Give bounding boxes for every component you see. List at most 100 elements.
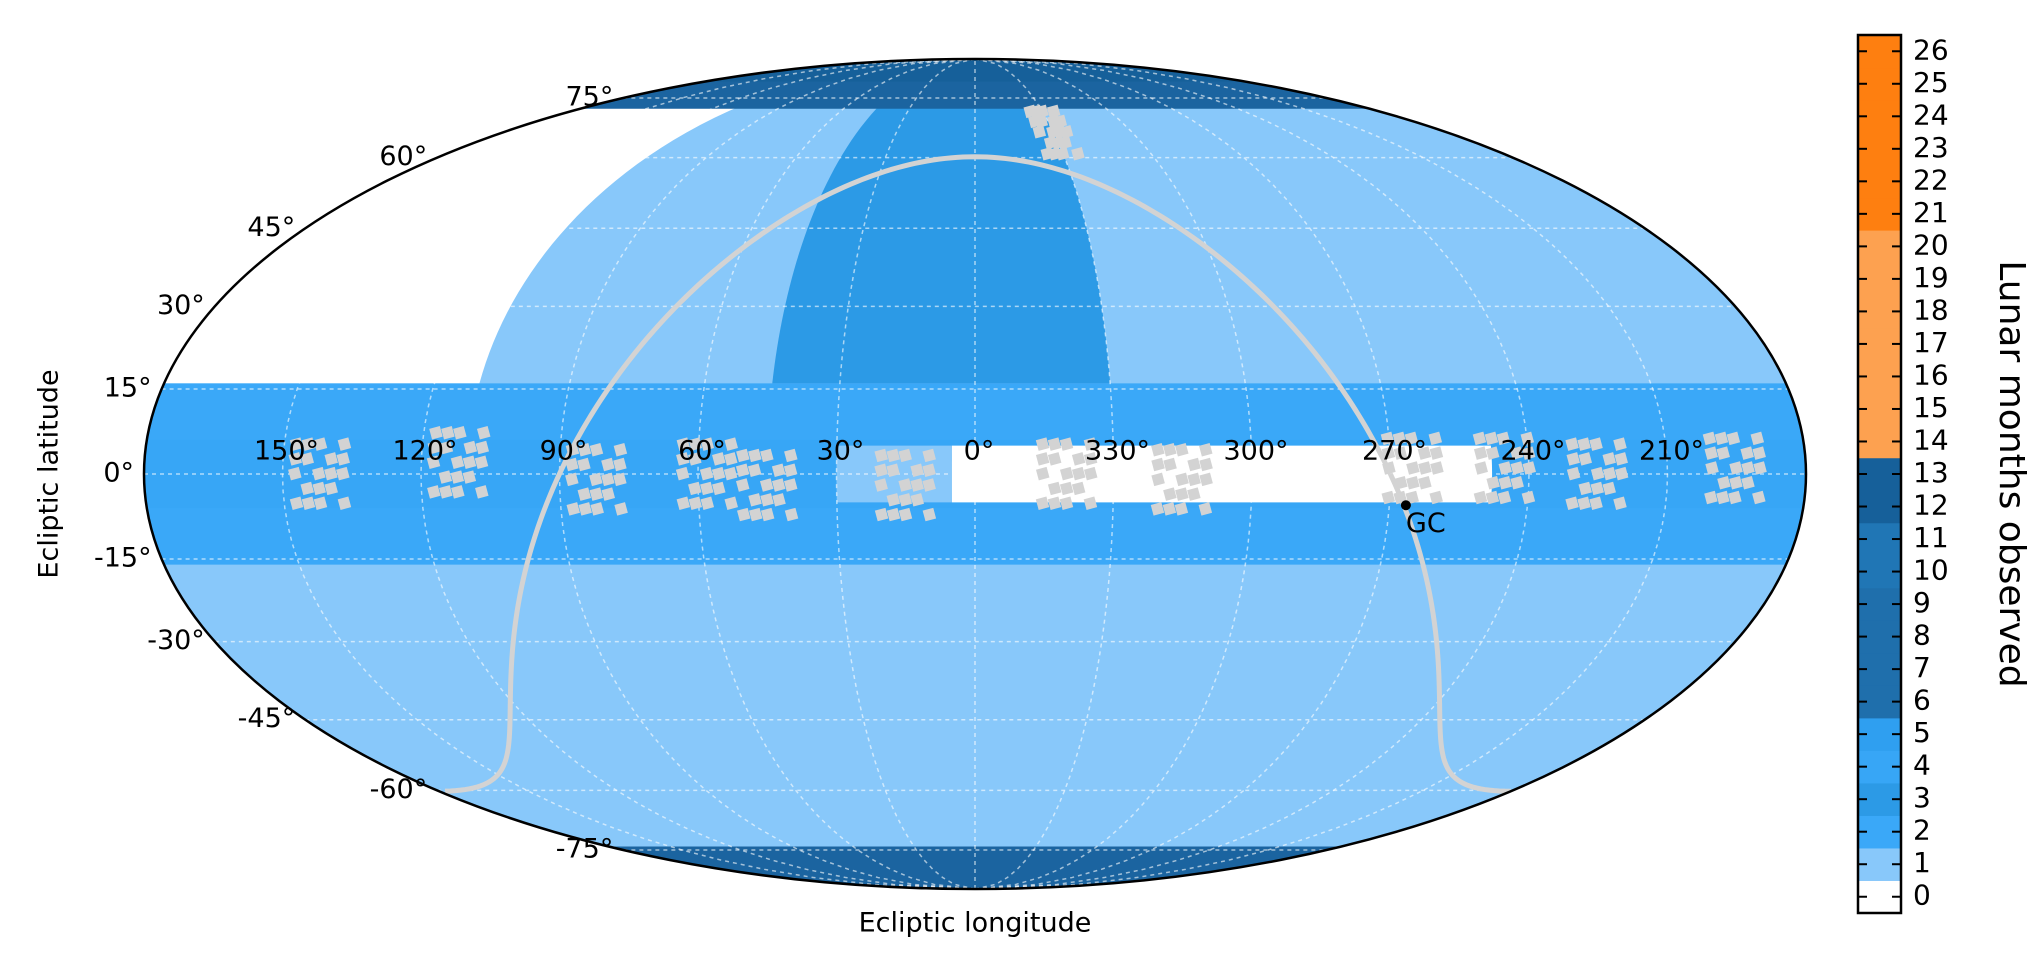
survey-field <box>288 452 302 466</box>
survey-field <box>1704 446 1718 460</box>
survey-field <box>1199 472 1213 487</box>
survey-field <box>1578 481 1592 496</box>
survey-field <box>300 481 314 496</box>
x-tick-label: 120° <box>392 436 457 467</box>
survey-field <box>1704 490 1718 505</box>
survey-field <box>565 457 579 472</box>
sky-map <box>144 59 1806 889</box>
survey-field <box>1566 466 1581 481</box>
survey-field <box>898 507 913 522</box>
survey-field <box>688 452 702 466</box>
y-tick-label: -15° <box>94 542 152 573</box>
survey-field <box>886 493 901 507</box>
survey-field <box>590 502 604 516</box>
survey-field <box>1430 461 1444 475</box>
survey-field <box>1059 481 1074 496</box>
coverage-region <box>159 59 975 384</box>
colorbar-tick-label: 12 <box>1913 489 1949 522</box>
survey-field <box>1047 452 1062 466</box>
survey-field <box>1486 476 1500 490</box>
colorbar-tick-label: 13 <box>1913 456 1949 489</box>
survey-field <box>1162 502 1177 516</box>
survey-field <box>1497 490 1512 505</box>
survey-field <box>1381 490 1396 505</box>
survey-field <box>1565 437 1579 451</box>
survey-field <box>1496 431 1511 446</box>
colorbar-tick-label: 1 <box>1913 846 1931 879</box>
survey-field <box>910 478 924 492</box>
survey-field <box>898 478 912 492</box>
survey-field <box>922 463 936 477</box>
survey-field <box>1716 490 1730 505</box>
survey-field <box>1035 466 1050 481</box>
survey-field <box>688 437 703 451</box>
colorbar-tick-label: 9 <box>1913 586 1931 619</box>
survey-field <box>1083 452 1098 466</box>
survey-field <box>874 463 888 477</box>
survey-field <box>1716 446 1730 460</box>
survey-field <box>565 472 579 487</box>
survey-field <box>1035 496 1050 510</box>
survey-field <box>1406 476 1420 490</box>
survey-field <box>712 481 726 496</box>
survey-field <box>1753 461 1767 475</box>
colorbar-tick-label: 22 <box>1913 163 1949 196</box>
survey-field <box>1404 431 1419 446</box>
survey-field <box>1485 446 1500 460</box>
survey-field <box>475 440 490 455</box>
survey-field <box>1509 446 1524 460</box>
survey-field <box>1740 446 1754 460</box>
survey-field <box>1602 481 1616 496</box>
survey-field <box>1046 104 1061 119</box>
survey-field <box>1510 461 1524 475</box>
survey-field <box>1428 431 1443 446</box>
survey-field <box>1199 457 1213 472</box>
survey-field <box>1418 476 1432 490</box>
survey-field <box>1702 431 1717 446</box>
survey-field <box>910 463 924 477</box>
survey-field <box>874 448 888 463</box>
survey-field <box>771 478 786 492</box>
survey-field <box>783 478 798 492</box>
survey-field <box>1023 104 1037 119</box>
survey-field <box>1752 490 1766 505</box>
survey-field <box>613 472 627 487</box>
survey-field <box>688 481 702 496</box>
y-tick-label: 75° <box>565 81 613 112</box>
survey-field <box>1047 496 1062 510</box>
survey-field <box>566 502 581 516</box>
survey-field <box>450 470 465 484</box>
survey-field <box>439 485 453 499</box>
survey-field <box>462 455 477 470</box>
survey-field <box>1590 481 1604 496</box>
x-tick-label: 330° <box>1085 436 1150 467</box>
survey-field <box>712 452 726 466</box>
survey-field <box>313 496 328 510</box>
survey-field <box>1187 472 1201 487</box>
x-tick-label: 270° <box>1362 436 1427 467</box>
survey-field <box>463 440 478 455</box>
survey-field <box>676 437 691 451</box>
survey-field <box>336 466 350 481</box>
survey-field <box>426 455 441 470</box>
survey-field <box>886 507 901 522</box>
colorbar-tick-label: 6 <box>1913 684 1931 717</box>
survey-field <box>337 496 352 510</box>
survey-field <box>1380 431 1395 446</box>
survey-field <box>1521 446 1536 460</box>
survey-field <box>1071 147 1085 161</box>
survey-field <box>1565 496 1579 510</box>
survey-field <box>1521 490 1536 505</box>
survey-field <box>1382 461 1396 475</box>
survey-field <box>324 466 338 481</box>
survey-field <box>1071 466 1086 481</box>
survey-field <box>736 448 750 463</box>
survey-field <box>1510 476 1524 490</box>
survey-field <box>700 496 715 510</box>
survey-field <box>601 487 616 501</box>
survey-field <box>676 496 691 510</box>
survey-field <box>772 493 786 507</box>
survey-field <box>1613 437 1627 451</box>
survey-field <box>922 507 937 522</box>
survey-field <box>1071 481 1086 496</box>
